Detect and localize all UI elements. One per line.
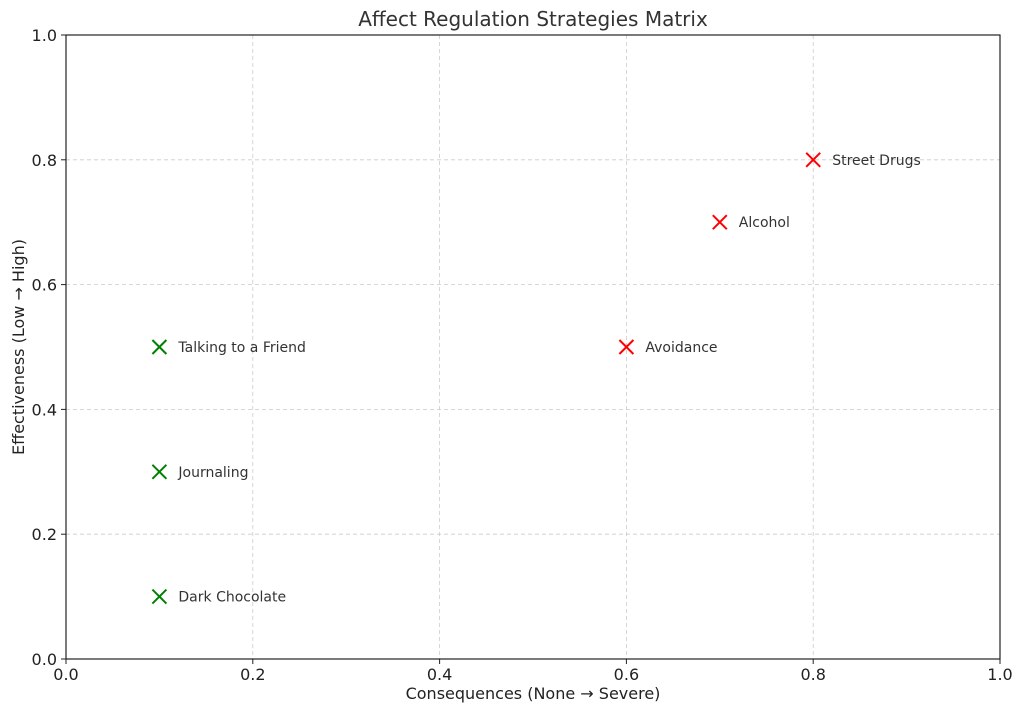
- y-axis-label: Effectiveness (Low → High): [9, 239, 28, 455]
- y-tick-label: 0.4: [32, 400, 57, 419]
- data-point: Talking to a Friend: [151, 339, 306, 356]
- x-tick-label: 0.4: [427, 665, 452, 684]
- x-tick-label: 0.2: [240, 665, 265, 684]
- y-tick-label: 0.2: [32, 525, 57, 544]
- chart-title: Affect Regulation Strategies Matrix: [358, 7, 708, 31]
- point-marker-stroke: [805, 152, 821, 168]
- data-point: Avoidance: [618, 339, 718, 356]
- point-label: Talking to a Friend: [177, 340, 306, 356]
- data-points: Talking to a Friend Journaling Dark Chocol…: [151, 152, 921, 606]
- point-label: Dark Chocolate: [178, 590, 286, 606]
- x-tick-label: 0.8: [800, 665, 825, 684]
- x-tick-label: 0.6: [614, 665, 639, 684]
- x-axis-label: Consequences (None → Severe): [406, 684, 661, 703]
- x-tick-label: 0.0: [53, 665, 78, 684]
- point-marker-stroke: [151, 464, 168, 480]
- x-tick-label: 1.0: [987, 665, 1012, 684]
- point-label: Avoidance: [645, 340, 717, 356]
- point-label: Alcohol: [739, 215, 790, 231]
- data-point: Street Drugs: [805, 152, 921, 169]
- plot-frame: [65, 34, 1001, 660]
- point-marker-stroke: [712, 214, 728, 230]
- y-tick-label: 0.6: [32, 276, 57, 295]
- point-label: Journaling: [177, 465, 248, 481]
- y-tick-label: 0.8: [32, 151, 57, 170]
- point-marker-stroke: [618, 339, 635, 355]
- data-point: Journaling: [151, 464, 248, 481]
- point-marker-stroke: [151, 339, 168, 355]
- y-tick-label: 1.0: [32, 26, 57, 45]
- data-point: Alcohol: [712, 214, 790, 231]
- point-label: Street Drugs: [832, 153, 921, 169]
- y-tick-label: 0.0: [32, 650, 57, 669]
- data-point: Dark Chocolate: [151, 588, 286, 606]
- axis-ticks: 0.0 0.2 0.4 0.6 0.8 1.0 0.0 0.2 0.4 0.6 0.8 1.0: [32, 26, 1013, 684]
- point-marker-stroke: [151, 588, 168, 605]
